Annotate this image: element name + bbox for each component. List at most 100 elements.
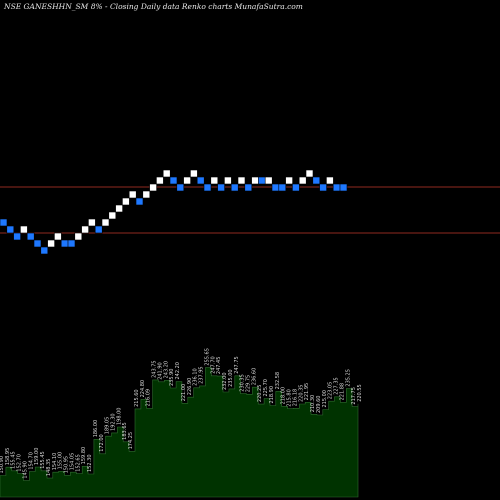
- volume-label: 192.30: [111, 413, 117, 431]
- renko-brick-down: [196, 176, 205, 185]
- volume-fill: [0, 367, 359, 498]
- volume-label: 209.60: [316, 396, 322, 414]
- renko-brick-down: [203, 183, 212, 192]
- renko-brick-down: [278, 183, 287, 192]
- renko-brick-up: [264, 176, 273, 185]
- volume-label: 159.80: [81, 447, 87, 465]
- volume-label: 155.00: [58, 452, 64, 470]
- renko-brick-down: [60, 239, 69, 248]
- volume-label: 158.95: [5, 448, 11, 466]
- renko-brick-down: [312, 176, 321, 185]
- renko-brick-up: [20, 225, 28, 234]
- volume-label: 247.75: [234, 356, 240, 374]
- renko-brick-down: [26, 232, 35, 241]
- renko-brick-up: [142, 190, 151, 199]
- renko-brick-down: [169, 176, 178, 185]
- volume-label: 215.60: [134, 389, 140, 407]
- renko-brick-up: [101, 218, 110, 227]
- volume-label: 152.65: [75, 454, 81, 472]
- volume-label: 148.35: [46, 459, 52, 477]
- renko-brick-up: [183, 176, 191, 185]
- renko-brick-up: [128, 190, 137, 199]
- renko-brick-up: [298, 176, 307, 185]
- chart-title: NSE GANESHHN_SM 8% - Closing Daily data …: [3, 2, 303, 11]
- volume-label: 159.00: [34, 448, 40, 466]
- volume-label: 154.10: [52, 453, 58, 471]
- renko-brick-down: [319, 183, 327, 192]
- volume-label: 172.00: [99, 434, 105, 452]
- volume-label: 241.90: [158, 362, 164, 380]
- renko-brick-down: [258, 176, 266, 185]
- volume-label: 236.10: [193, 368, 199, 386]
- renko-brick-down: [33, 239, 42, 248]
- renko-brick-up: [251, 176, 259, 185]
- volume-label: 216.18: [292, 389, 298, 407]
- volume-label: 150.90: [0, 456, 5, 474]
- renko-brick-down: [332, 183, 341, 192]
- volume-label: 221.00: [181, 384, 187, 402]
- renko-brick-up: [285, 176, 293, 185]
- volume-label: 232.00: [222, 373, 228, 391]
- volume-label: 198.00: [116, 408, 122, 426]
- volume-label: 235.90: [169, 369, 175, 387]
- renko-brick-up: [74, 232, 83, 241]
- renko-brick-up: [81, 225, 89, 234]
- volume-label: 242.20: [175, 362, 181, 380]
- renko-brick-down: [13, 232, 21, 241]
- volume-label: 243.75: [152, 360, 158, 378]
- renko-brick-down: [135, 197, 144, 206]
- volume-label: 220.25: [257, 385, 263, 403]
- renko-brick-up: [115, 204, 123, 213]
- renko-brick-down: [339, 183, 348, 192]
- renko-brick-up: [224, 176, 232, 185]
- volume-label: 223.05: [328, 382, 334, 400]
- volume-label: 235.25: [345, 369, 351, 387]
- renko-brick-down: [176, 183, 185, 192]
- renko-bricks: [0, 169, 348, 255]
- volume-label: 174.25: [128, 432, 134, 450]
- volume-label: 155.45: [11, 451, 17, 469]
- renko-brick-up: [326, 176, 334, 185]
- renko-brick-down: [6, 225, 15, 234]
- renko-brick-down: [271, 183, 280, 192]
- volume-label: 247.70: [210, 356, 216, 374]
- renko-brick-up: [54, 232, 62, 241]
- renko-brick-up: [190, 169, 198, 178]
- volume-label: 227.35: [334, 377, 340, 395]
- volume-label: 225.70: [263, 379, 269, 397]
- volume-label: 145.90: [23, 461, 29, 479]
- renko-brick-down: [40, 246, 49, 255]
- renko-brick-up: [88, 218, 96, 227]
- volume-label: 232.58: [275, 372, 281, 390]
- renko-brick-up: [149, 183, 157, 192]
- volume-label: 243.20: [163, 361, 169, 379]
- renko-brick-up: [122, 197, 130, 206]
- volume-label: 186.00: [93, 420, 99, 438]
- volume-label: 155.45: [40, 451, 46, 469]
- volume-label: 220.35: [298, 385, 304, 403]
- renko-brick-down: [292, 183, 300, 192]
- volume-label: 217.75: [351, 387, 357, 405]
- volume-label: 221.88: [339, 383, 345, 401]
- renko-brick-up: [47, 239, 55, 248]
- renko-brick-up: [210, 176, 219, 185]
- volume-label: 218.90: [269, 386, 275, 404]
- volume-label: 235.00: [228, 369, 234, 387]
- volume-label: 189.05: [105, 417, 111, 435]
- renko-brick-down: [0, 218, 8, 227]
- volume-label: 152.30: [87, 455, 93, 473]
- renko-brick-up: [162, 169, 171, 178]
- volume-label: 236.60: [251, 368, 257, 386]
- renko-brick-down: [217, 183, 225, 192]
- volume-label: 183.65: [122, 422, 128, 440]
- volume-label: 154.70: [28, 452, 34, 470]
- volume-label: 215.00: [322, 390, 328, 408]
- volume-label: 154.05: [69, 453, 75, 471]
- renko-brick-down: [94, 225, 103, 234]
- renko-brick-down: [244, 183, 253, 192]
- volume-label: 215.80: [287, 389, 293, 407]
- volume-label: 230.35: [240, 374, 246, 392]
- volume-label: 150.95: [64, 456, 70, 474]
